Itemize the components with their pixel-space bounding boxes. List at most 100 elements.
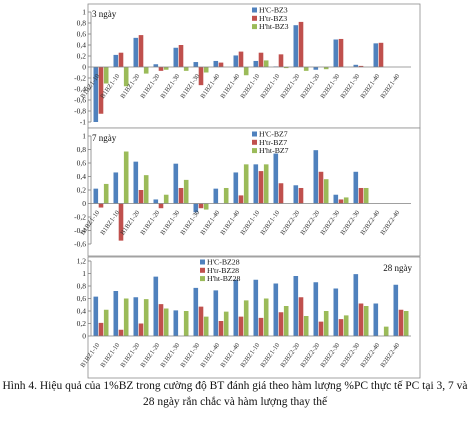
bar	[253, 164, 259, 204]
legend-label: H'C-BZ7	[259, 130, 288, 139]
legend-swatch	[252, 24, 257, 30]
legend-swatch	[200, 267, 205, 273]
bar	[333, 288, 339, 336]
y-tick-label: 0,6	[77, 294, 87, 303]
bar	[163, 67, 169, 70]
bar	[403, 311, 409, 336]
bar	[123, 151, 129, 204]
bar	[158, 203, 164, 209]
bar	[303, 316, 309, 336]
bar	[333, 39, 339, 67]
legend-swatch	[252, 139, 257, 145]
bar	[318, 171, 324, 204]
y-tick-label: 0,8	[77, 19, 87, 28]
bar	[123, 67, 129, 87]
bar	[238, 51, 244, 67]
bar	[333, 194, 339, 204]
y-tick-label: 0,4	[77, 307, 87, 316]
bar	[118, 203, 124, 241]
figure-caption: Hình 4. Hiệu quả của 1%BZ trong cường độ…	[2, 380, 468, 408]
bar	[133, 161, 139, 204]
chart-panel-2: -0,6-0,4-0,200,20,40,60,81B1BZ1-10B1BZ1-…	[74, 127, 421, 257]
legend-label: H'ht-BZ28	[207, 274, 241, 283]
bar	[203, 67, 209, 73]
bar	[138, 323, 144, 336]
y-tick-label: 0	[82, 63, 86, 72]
bar	[138, 35, 144, 67]
bar	[258, 52, 264, 67]
bar	[93, 188, 99, 204]
legend-label: H'ht-BZ7	[259, 146, 289, 155]
bar	[258, 317, 264, 337]
bar	[338, 38, 344, 67]
bar	[123, 298, 129, 336]
y-tick-label: 0	[82, 332, 86, 341]
y-tick-label: 0,2	[77, 52, 87, 61]
bar	[113, 54, 119, 67]
bar	[143, 67, 149, 74]
bar	[198, 67, 204, 86]
y-tick-label: 0	[82, 199, 86, 208]
y-tick-label: 0,2	[77, 319, 87, 328]
bar	[183, 179, 189, 204]
y-tick-label: 1	[82, 8, 86, 17]
legend-swatch	[252, 148, 257, 154]
bar	[278, 183, 284, 204]
bar	[353, 274, 359, 337]
y-tick-label: 0,6	[77, 30, 87, 39]
bar	[103, 183, 109, 204]
y-tick-label: -0,2	[74, 213, 86, 222]
chart-title: 7 ngày	[92, 133, 117, 143]
y-tick-label: 1,2	[77, 257, 87, 266]
bar	[153, 64, 159, 67]
y-tick-label: 0,6	[77, 159, 87, 168]
y-tick-label: 1	[82, 269, 86, 278]
y-tick-label: 0,8	[77, 145, 87, 154]
bar	[363, 306, 369, 336]
bar	[218, 62, 224, 67]
bar	[193, 203, 199, 213]
bar	[153, 199, 159, 204]
bar	[93, 296, 99, 337]
bar	[383, 326, 389, 337]
bar	[298, 187, 304, 204]
bar	[163, 194, 169, 204]
chart-panel-3: 00,20,40,60,811,2B1BZ1-10B1BZ1-10B1BZ1-2…	[77, 256, 421, 379]
legend-label: H'tr-BZ7	[259, 138, 287, 147]
bar	[253, 60, 259, 67]
bar	[198, 306, 204, 337]
bar	[358, 65, 364, 67]
y-tick-label: 0,4	[77, 41, 87, 50]
y-tick-label: 1	[82, 132, 86, 141]
bar	[358, 187, 364, 204]
chart-panel-1: -1-0,8-0,6-0,4-0,200,20,40,60,81B1BZ1-10…	[74, 3, 421, 129]
bar	[273, 153, 279, 204]
bar	[213, 60, 219, 67]
bar	[158, 304, 164, 337]
bar	[233, 55, 239, 67]
bar	[323, 179, 329, 204]
bar	[203, 203, 209, 210]
legend-label: H'ht-BZ3	[259, 22, 289, 31]
bar	[143, 175, 149, 204]
legend-label: H'tr-BZ28	[207, 266, 239, 275]
y-tick-label: -0,4	[74, 226, 86, 235]
legend-swatch	[200, 276, 205, 282]
bar	[243, 67, 249, 76]
bar	[173, 310, 179, 337]
bar	[223, 187, 229, 204]
bar	[93, 67, 99, 122]
bar	[273, 283, 279, 336]
bar	[338, 319, 344, 337]
y-tick-label: -0,8	[74, 107, 86, 116]
bar	[278, 54, 284, 67]
bar	[178, 45, 184, 67]
bar	[113, 291, 119, 336]
legend-label: H'tr-BZ3	[259, 14, 287, 23]
legend-swatch	[252, 131, 257, 137]
bar	[138, 190, 144, 204]
legend-label: H'C-BZ28	[207, 258, 240, 267]
bar	[173, 163, 179, 204]
bar	[293, 185, 299, 204]
y-tick-label: 0,2	[77, 186, 87, 195]
